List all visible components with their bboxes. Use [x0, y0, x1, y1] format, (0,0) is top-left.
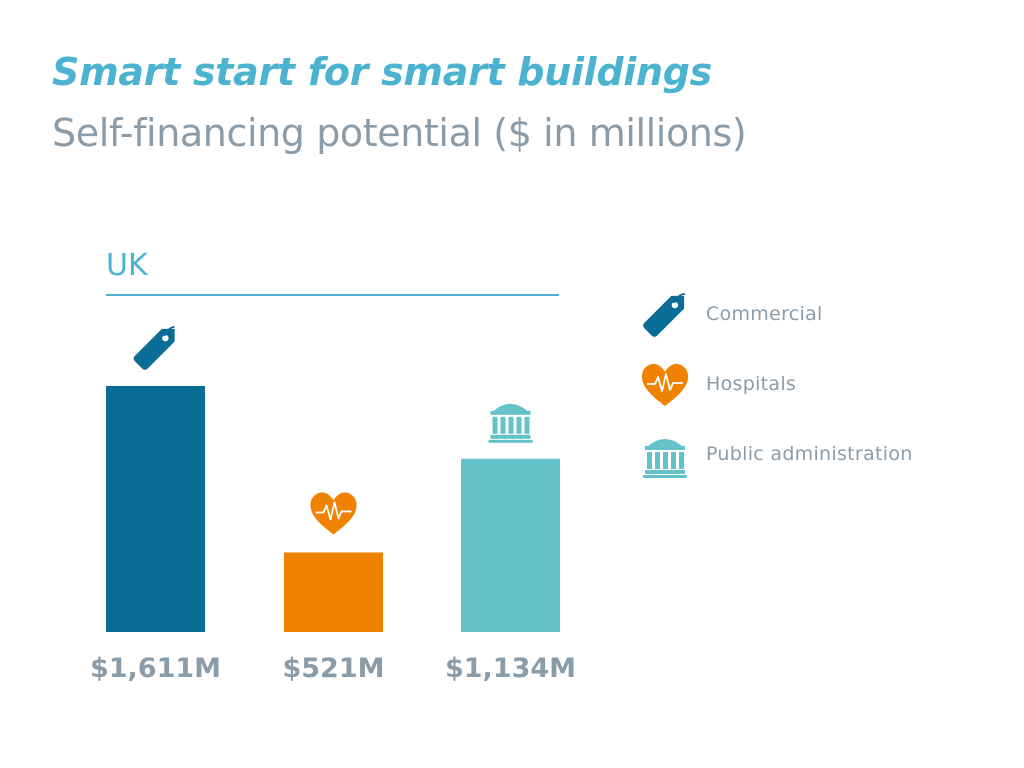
data-label-commercial: $1,611M [90, 653, 221, 684]
heart-ecg-icon [641, 364, 689, 406]
chart-subtitle: Self-financing potential ($ in millions) [52, 111, 747, 155]
government-building-icon [643, 439, 687, 478]
chart-title: Smart start for smart buildings [52, 50, 713, 94]
data-label-public-administration: $1,134M [445, 653, 576, 684]
price-tag-icon [133, 326, 175, 370]
legend-item-public-administration: Public administration [640, 430, 960, 480]
legend-label-hospitals: Hospitals [706, 373, 797, 395]
legend-item-commercial: Commercial [640, 290, 960, 340]
bar-chart: $1,611M $521M $1,134M [90, 326, 576, 684]
heart-ecg-icon [310, 492, 357, 535]
data-label-hospitals: $521M [282, 653, 384, 684]
bar-commercial [106, 386, 205, 632]
bar-public-administration [461, 458, 560, 632]
legend-label-commercial: Commercial [706, 303, 823, 325]
legend-item-hospitals: Hospitals [640, 360, 960, 410]
government-building-icon [488, 403, 533, 443]
bar-hospitals [284, 552, 383, 632]
legend-label-public-administration: Public administration [706, 443, 913, 465]
region-label: UK [106, 248, 148, 283]
price-tag-icon [643, 293, 686, 337]
region-divider [106, 294, 559, 296]
